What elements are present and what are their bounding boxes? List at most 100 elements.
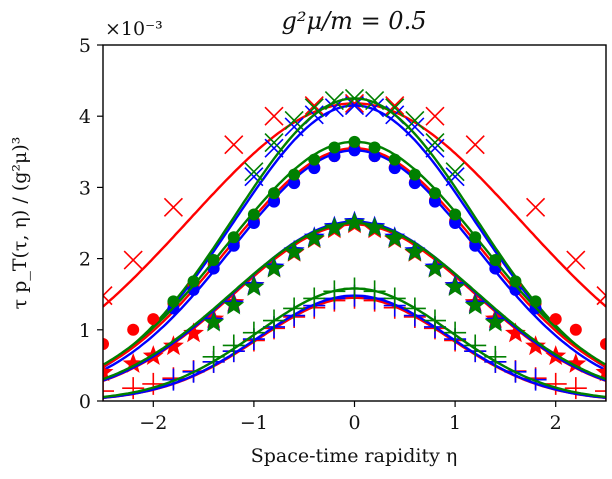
data-point-circle <box>147 313 160 326</box>
data-point-x <box>405 110 425 131</box>
data-point-x <box>344 88 365 108</box>
data-point-circle <box>368 150 381 163</box>
series-green-x <box>103 88 606 368</box>
data-point-star <box>103 361 114 382</box>
data-point-circle <box>600 338 606 351</box>
data-point-star <box>484 311 506 332</box>
data-point-x <box>365 90 385 111</box>
y-axis-title: τ p_T(τ, η) / (g²μ)³ <box>9 137 31 310</box>
data-point-circle <box>328 150 341 163</box>
data-point-circle <box>428 187 441 200</box>
data-point-plus <box>242 321 265 344</box>
data-point-x <box>526 197 546 217</box>
data-point-circle <box>308 162 321 175</box>
data-point-x <box>224 135 244 155</box>
chart-title: g²μ/m = 0.5 <box>282 7 427 35</box>
x-tick-label: −1 <box>240 412 268 434</box>
data-point-circle <box>368 141 381 154</box>
data-point-x <box>264 132 284 153</box>
y-tick-label: 5 <box>79 35 91 57</box>
data-point-star <box>364 217 386 237</box>
y-tick-label: 0 <box>79 391 91 413</box>
data-point-x <box>324 90 344 111</box>
data-point-x <box>425 132 445 153</box>
data-point-circle <box>348 144 361 157</box>
data-point-circle <box>348 135 361 148</box>
data-point-star <box>444 276 466 296</box>
y-tick-label: 3 <box>79 177 91 199</box>
y-offset-label: ×10⁻³ <box>105 18 163 40</box>
data-point-circle <box>388 162 401 175</box>
data-point-plus <box>564 377 587 400</box>
data-point-x <box>163 197 183 217</box>
data-point-star <box>344 212 365 232</box>
series-green-plus <box>103 277 606 399</box>
data-point-circle <box>449 217 462 229</box>
data-point-star <box>595 361 606 382</box>
data-point-circle <box>408 177 421 190</box>
data-point-circle <box>207 254 220 267</box>
y-tick-label: 1 <box>79 320 91 342</box>
data-point-plus <box>103 380 114 401</box>
data-point-circle <box>489 254 502 267</box>
data-point-star <box>183 322 204 343</box>
data-point-plus <box>363 280 386 303</box>
data-point-plus <box>595 380 606 401</box>
x-axis-title: Space-time rapidity η <box>251 445 458 467</box>
data-point-star <box>525 335 546 356</box>
y-tick-label: 2 <box>79 249 91 271</box>
data-point-x <box>425 106 445 126</box>
data-point-circle <box>328 141 341 154</box>
data-point-plus <box>283 297 306 320</box>
data-point-star <box>122 353 144 373</box>
data-point-x <box>103 286 113 306</box>
data-point-plus <box>263 309 286 332</box>
data-point-x <box>596 286 606 306</box>
series-red-circle <box>103 142 606 368</box>
x-tick-label: 1 <box>449 412 461 434</box>
data-point-x <box>244 167 264 187</box>
data-point-plus <box>544 372 567 395</box>
data-point-circle <box>127 323 140 336</box>
data-point-star <box>263 257 285 278</box>
data-point-star <box>404 241 426 262</box>
series-green-circle <box>103 135 606 366</box>
data-point-x <box>264 138 284 158</box>
data-point-x <box>385 98 405 118</box>
data-point-star <box>283 241 305 262</box>
data-point-star <box>505 322 526 343</box>
data-point-circle <box>428 195 441 208</box>
data-point-star <box>303 227 325 248</box>
x-tick-label: 2 <box>550 412 562 434</box>
data-point-plus <box>464 334 487 357</box>
data-point-x <box>344 93 365 113</box>
data-point-star <box>424 257 446 278</box>
data-point-star <box>203 311 225 332</box>
data-point-x <box>123 250 143 270</box>
data-point-circle <box>408 168 421 181</box>
data-point-circle <box>247 217 260 229</box>
x-tick-label: −2 <box>139 412 167 434</box>
data-point-circle <box>509 275 522 288</box>
series-line <box>103 146 606 368</box>
data-point-plus <box>222 334 245 357</box>
data-point-circle <box>187 275 200 288</box>
data-point-circle <box>227 239 240 252</box>
series-red-x <box>103 93 606 308</box>
data-point-circle <box>288 177 301 190</box>
data-point-plus <box>323 280 346 303</box>
data-point-x <box>284 110 304 131</box>
data-point-plus <box>403 297 426 320</box>
data-point-star <box>223 294 245 315</box>
data-point-circle <box>388 153 401 166</box>
data-point-x <box>304 98 324 118</box>
series-blue-x <box>103 95 606 369</box>
data-point-circle <box>529 295 542 308</box>
data-point-circle <box>469 231 482 244</box>
data-point-x <box>425 138 445 158</box>
y-tick-label: 4 <box>79 106 91 128</box>
data-point-x <box>405 117 425 137</box>
data-point-x <box>244 162 264 182</box>
data-point-x <box>445 162 465 182</box>
